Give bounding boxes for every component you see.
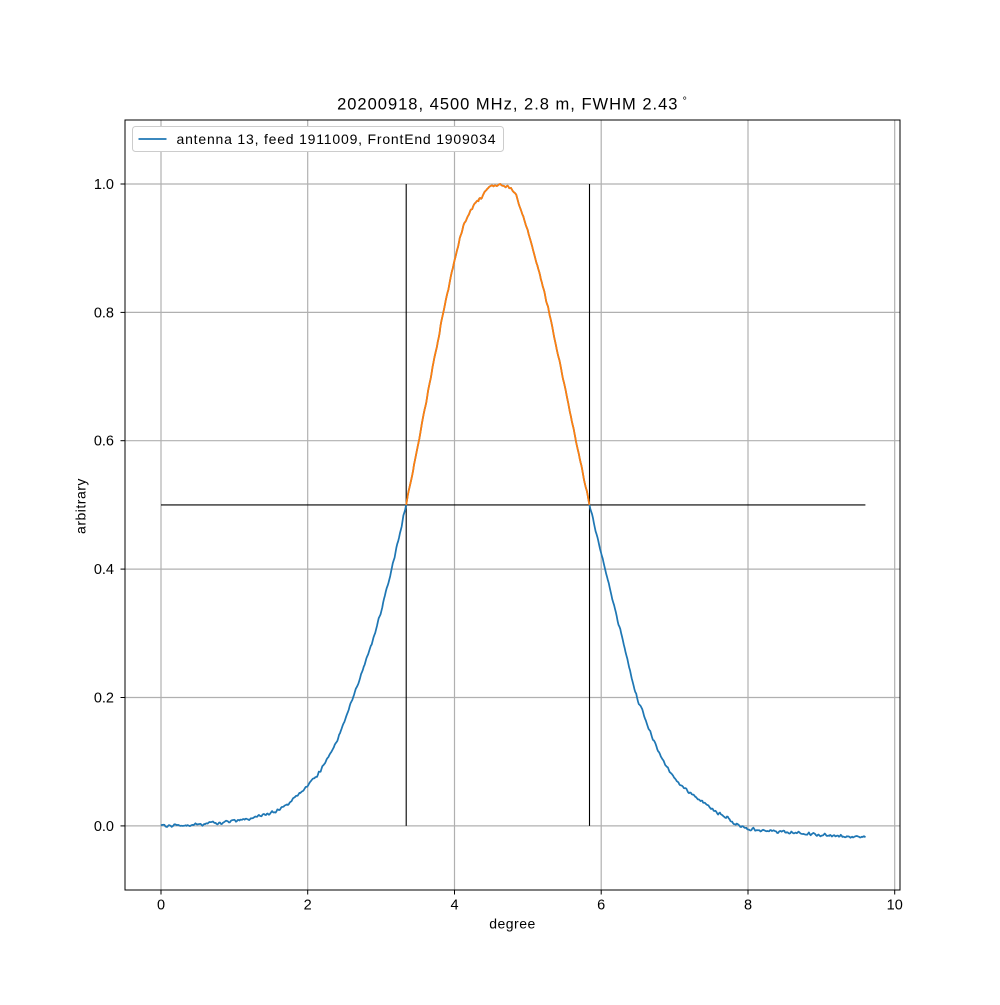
- svg-text:antenna 13, feed 1911009, Fron: antenna 13, feed 1911009, FrontEnd 19090…: [177, 131, 497, 147]
- svg-text:0.6: 0.6: [94, 434, 114, 450]
- svg-text:arbitrary: arbitrary: [73, 478, 89, 534]
- svg-text:0.2: 0.2: [94, 691, 114, 707]
- svg-text:degree: degree: [489, 916, 536, 932]
- svg-text:20200918, 4500 MHz, 2.8 m, FWH: 20200918, 4500 MHz, 2.8 m, FWHM 2.43 °: [337, 96, 688, 114]
- svg-text:8: 8: [744, 898, 752, 914]
- svg-text:2: 2: [304, 898, 312, 914]
- svg-text:0: 0: [157, 898, 165, 914]
- svg-text:10: 10: [887, 898, 903, 914]
- svg-text:0.4: 0.4: [94, 562, 114, 578]
- svg-text:4: 4: [450, 898, 458, 914]
- svg-text:1.0: 1.0: [94, 177, 114, 193]
- svg-text:6: 6: [597, 898, 605, 914]
- svg-text:0.8: 0.8: [94, 305, 114, 321]
- svg-text:0.0: 0.0: [94, 819, 114, 835]
